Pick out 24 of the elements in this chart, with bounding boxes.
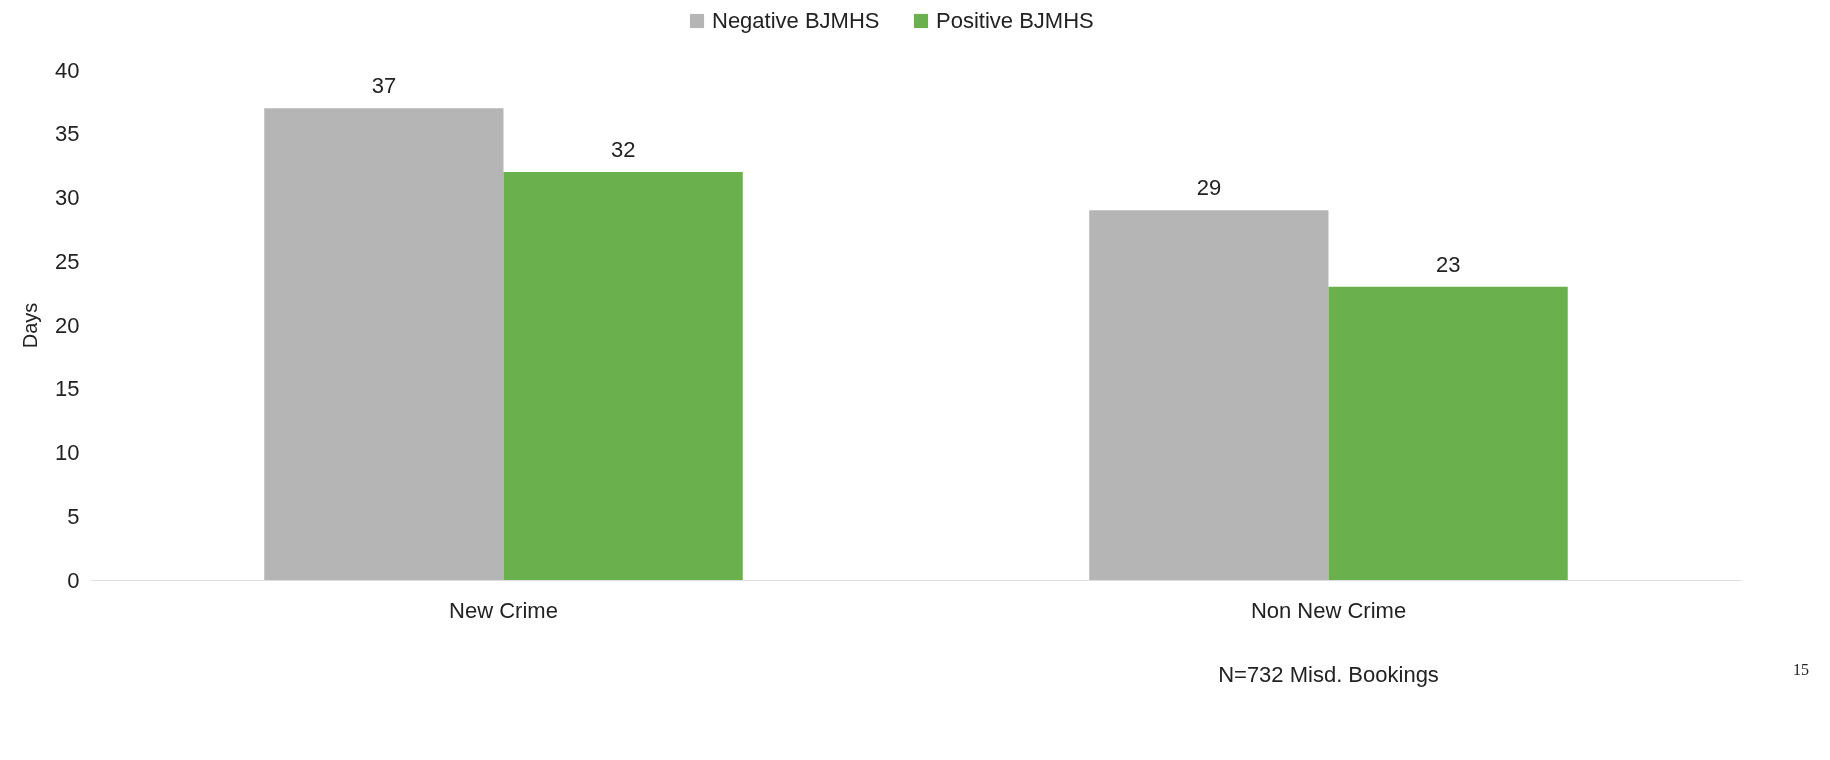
y-tick-label: 30 [55, 185, 80, 210]
data-label: 23 [1435, 251, 1461, 277]
bar [503, 172, 743, 580]
x-tick-label: New Crime [449, 597, 558, 623]
bar [264, 108, 504, 580]
x-tick-label: Non New Crime [1250, 597, 1407, 623]
y-tick-label: 20 [55, 312, 80, 338]
text: N=732 Misd. Bookings [1218, 662, 1439, 687]
y-tick-label: 10 [55, 440, 80, 465]
data-label: 37 [371, 73, 397, 99]
legend-label: Positive BJMHS [936, 8, 1094, 33]
data-label: 29 [1196, 175, 1222, 201]
y-tick-label: 25 [55, 248, 80, 274]
y-axis-title: Days [19, 302, 42, 349]
y-tick-label: 40 [55, 57, 80, 83]
y-tick-label: 5 [67, 503, 80, 529]
bar [1089, 210, 1329, 580]
y-tick-label: 15 [55, 376, 80, 402]
bar [1328, 286, 1568, 580]
legend-label: Negative BJMHS [712, 8, 880, 33]
y-tick-label: 0 [67, 567, 80, 593]
text: 15 [1793, 661, 1809, 678]
data-label: 32 [610, 137, 636, 162]
y-tick-label: 35 [55, 121, 80, 147]
